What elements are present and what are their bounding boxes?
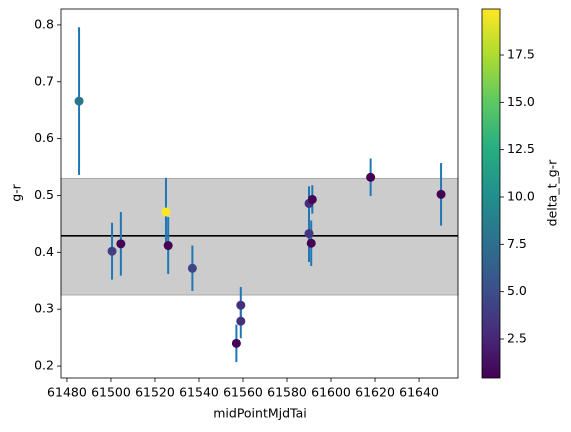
point	[231, 338, 241, 348]
point	[366, 172, 376, 182]
y-tick-label: 0.5	[34, 187, 54, 202]
y-axis-label: g-r	[9, 183, 24, 201]
plot-area	[60, 27, 459, 363]
band	[60, 177, 459, 296]
point	[436, 189, 446, 199]
y-tick-label: 0.2	[34, 358, 54, 373]
colorbar-label: delta_t_g-r	[545, 159, 560, 227]
x-tick-label: 61580	[267, 385, 307, 400]
colorbar-tick-label: 7.5	[507, 236, 527, 251]
axes-frame	[60, 8, 459, 379]
point	[236, 316, 246, 326]
point	[187, 263, 197, 273]
point	[161, 207, 171, 217]
point	[236, 300, 246, 310]
x-tick-label: 61500	[91, 385, 131, 400]
colorbar-tick-label: 17.5	[507, 47, 535, 62]
y-tick-label: 0.8	[34, 16, 54, 31]
x-tick-label: 61620	[355, 385, 395, 400]
x-tick-label: 61560	[223, 385, 263, 400]
x-axis-label: midPointMjdTai	[213, 406, 307, 421]
colorbar-tick-label: 5.0	[507, 283, 527, 298]
colorbar-tick-label: 12.5	[507, 141, 535, 156]
point	[107, 246, 117, 256]
point	[116, 239, 126, 249]
x-tick-label: 61540	[179, 385, 219, 400]
colorbar-tick-label: 15.0	[507, 94, 535, 109]
y-tick-label: 0.7	[34, 73, 54, 88]
colorbar	[481, 8, 501, 379]
point	[304, 229, 314, 239]
x-tick-label: 61640	[399, 385, 439, 400]
y-tick-label: 0.4	[34, 244, 54, 259]
y-tick-label: 0.3	[34, 301, 54, 316]
point	[306, 238, 316, 248]
colorbar-tick-label: 2.5	[507, 330, 527, 345]
x-tick-label: 61520	[135, 385, 175, 400]
y-tick-label: 0.6	[34, 130, 54, 145]
colorbar-tick-label: 10.0	[507, 189, 535, 204]
x-tick-label: 61600	[311, 385, 351, 400]
point	[74, 96, 84, 106]
x-tick-label: 61480	[47, 385, 87, 400]
point	[163, 241, 173, 251]
point	[307, 194, 317, 204]
